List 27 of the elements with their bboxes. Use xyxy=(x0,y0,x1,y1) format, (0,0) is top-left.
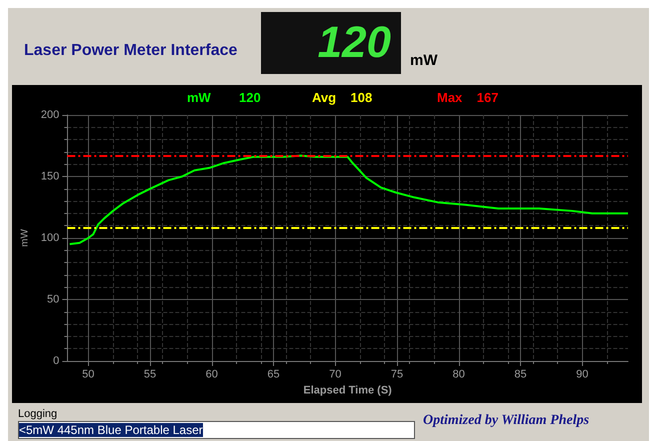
x-tick-label: 50 xyxy=(82,368,94,380)
x-tick-label: 70 xyxy=(329,368,342,380)
text: 120 xyxy=(239,90,261,105)
line-series xyxy=(68,154,629,246)
x-tick-label: 60 xyxy=(206,368,218,380)
x-axis-title: Elapsed Time (S) xyxy=(303,384,392,396)
y-tick-label: 50 xyxy=(47,294,60,306)
x-tick-label: 75 xyxy=(390,368,404,380)
text: Logging xyxy=(18,408,58,420)
x-tick-label: 90 xyxy=(576,368,588,380)
y-tick-label: 100 xyxy=(40,232,60,244)
text: Optimized by William Phelps xyxy=(423,413,590,429)
chart-title: Laser Power Meter Interface xyxy=(24,42,238,60)
text: mW xyxy=(410,52,438,69)
y-tick-label: 0 xyxy=(53,355,60,367)
x-tick-label: 55 xyxy=(144,368,156,380)
x-tick-label: 85 xyxy=(514,368,527,380)
x-tick-label: 80 xyxy=(452,368,465,380)
ref-line-label: Avg 108 xyxy=(312,90,372,105)
x-tick-label: 65 xyxy=(267,368,280,380)
digital-display: 120 xyxy=(261,12,401,74)
text: <5mW 445nm Blue Portable Laser xyxy=(19,423,203,437)
text: mW xyxy=(187,90,212,105)
y-tick-label: 200 xyxy=(40,109,60,121)
y-axis-title: mW xyxy=(20,228,30,247)
ref-line-label: Max 167 xyxy=(437,90,498,105)
y-tick-label: 150 xyxy=(40,170,60,182)
